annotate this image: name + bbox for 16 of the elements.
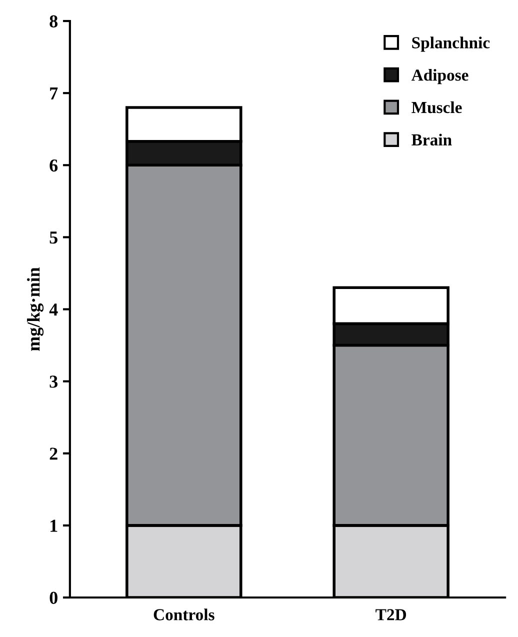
y-tick-label: 2 [50,448,58,460]
y-tick-label: 5 [50,232,58,244]
legend-label: Splanchnic [412,36,490,52]
y-tick-label: 6 [50,159,58,172]
x-tick-label: Controls [154,608,214,620]
x-tick-label: T2D [376,609,406,620]
y-tick-label: 1 [50,520,58,532]
y-tick-label: 8 [50,15,58,28]
legend-label: Brain [412,134,452,146]
y-axis-title: mg/kg·min [27,267,44,351]
y-tick-label: 4 [49,304,58,316]
y-tick-label: 7 [50,88,58,100]
legend-label: Adipose [411,69,468,84]
y-tick-label: 3 [50,376,58,388]
y-tick-label: 0 [50,592,58,604]
legend-label: Muscle [412,101,462,114]
